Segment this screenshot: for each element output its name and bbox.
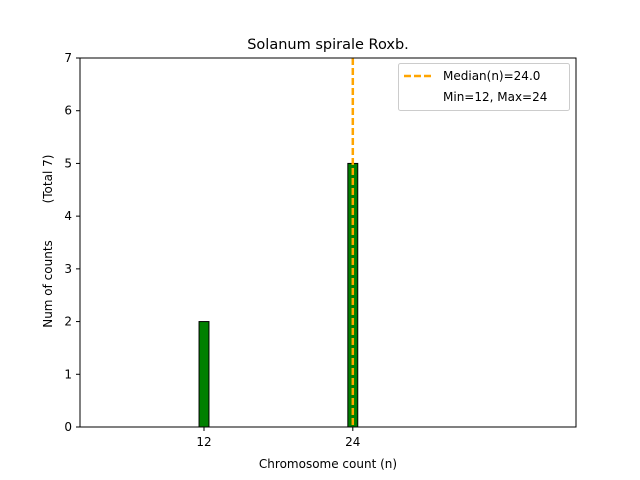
y-tick-label: 5 [64, 156, 72, 170]
y-axis-label: Num of counts [41, 240, 55, 328]
axes-frame [79, 57, 577, 428]
x-tick-label: 24 [345, 435, 360, 449]
y-tick-label: 3 [64, 262, 72, 276]
y-tick-label: 2 [64, 315, 72, 329]
x-tick-label: 12 [196, 435, 211, 449]
bar-12 [198, 321, 210, 428]
legend-minmax-label: Min=12, Max=24 [443, 90, 547, 104]
x-axis-label: Chromosome count (n) [259, 457, 397, 471]
legend-median-label: Median(n)=24.0 [443, 69, 540, 83]
y-tick-label: 1 [64, 367, 72, 381]
y-tick-label: 0 [64, 420, 72, 434]
y-axis-total-label: (Total 7) [41, 155, 55, 204]
chart-title: Solanum spirale Roxb. [247, 37, 409, 53]
y-tick-label: 4 [64, 209, 72, 223]
legend-frame [398, 63, 570, 111]
y-tick-label: 7 [64, 51, 72, 65]
y-tick-label: 6 [64, 104, 72, 118]
legend: Median(n)=24.0 Min=12, Max=24 [398, 63, 570, 111]
